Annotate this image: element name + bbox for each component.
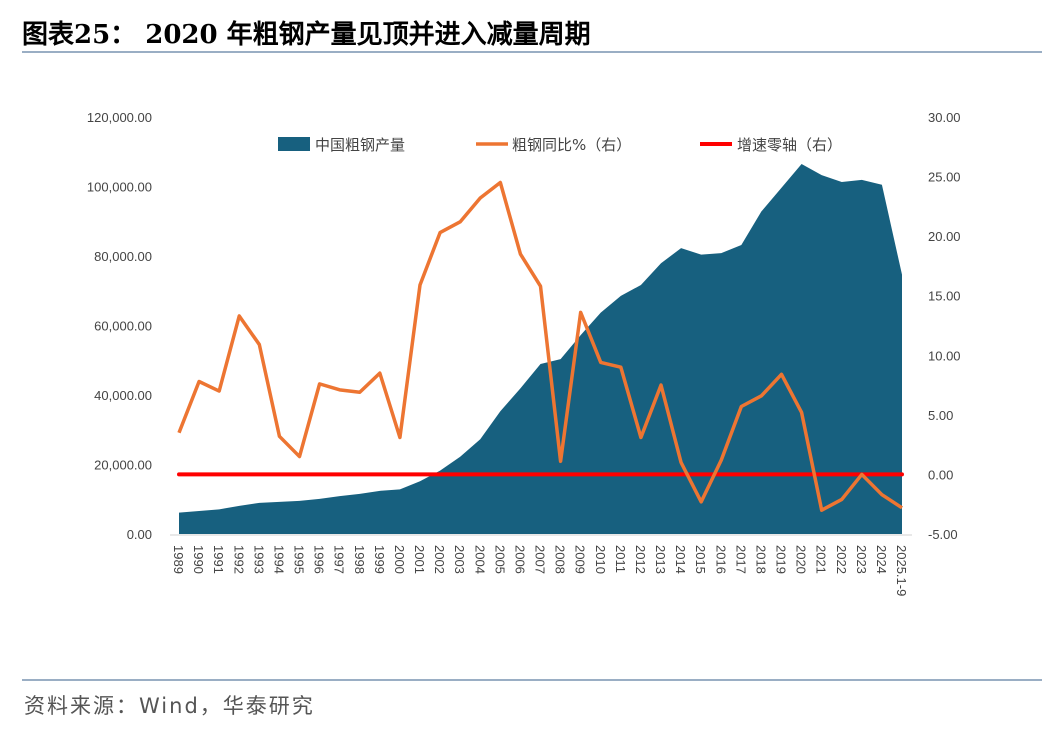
title-divider [22, 51, 1042, 53]
x-tick-label: 1997 [332, 545, 347, 574]
production-area [179, 163, 902, 534]
legend-label: 中国粗钢产量 [315, 136, 405, 154]
footer-divider [22, 679, 1042, 681]
left-tick-label: 20,000.00 [94, 458, 152, 473]
x-tick-label: 1991 [211, 545, 226, 574]
right-tick-label: 20.00 [928, 229, 961, 244]
x-tick-label: 2011 [613, 545, 628, 573]
x-tick-label: 2009 [573, 545, 588, 574]
x-tick-label: 2007 [533, 545, 548, 574]
x-tick-label: 1995 [292, 545, 307, 574]
left-tick-label: 0.00 [127, 527, 152, 542]
x-tick-label: 1994 [271, 545, 286, 574]
x-tick-label: 2024 [874, 545, 889, 574]
legend-label: 增速零轴（右） [737, 136, 842, 154]
x-tick-label: 2006 [512, 545, 527, 574]
left-tick-label: 40,000.00 [94, 388, 152, 403]
x-tick-label: 2022 [834, 545, 849, 574]
x-tick-label: 1996 [312, 545, 327, 574]
x-tick-label: 2013 [653, 545, 668, 574]
left-tick-label: 80,000.00 [94, 249, 152, 264]
x-tick-label: 2004 [472, 545, 487, 574]
x-tick-label: 2023 [854, 545, 869, 574]
x-tick-label: 2020 [794, 545, 809, 574]
x-tick-label: 1992 [231, 545, 246, 574]
right-tick-label: 10.00 [928, 348, 961, 363]
x-tick-label: 2025.1-9 [894, 545, 909, 596]
right-tick-label: 5.00 [928, 408, 953, 423]
x-tick-label: 2010 [593, 545, 608, 574]
x-tick-label: 2008 [553, 545, 568, 574]
x-tick-label: 2002 [432, 545, 447, 574]
x-tick-label: 1998 [352, 545, 367, 574]
right-tick-label: 30.00 [928, 110, 961, 125]
x-tick-label: 2016 [713, 545, 728, 574]
x-tick-label: 2000 [392, 545, 407, 574]
x-tick-label: 2012 [633, 545, 648, 574]
x-tick-label: 2017 [733, 545, 748, 574]
source-note: 资料来源：Wind，华泰研究 [24, 694, 315, 718]
x-tick-label: 2021 [814, 545, 829, 574]
x-tick-label: 2001 [412, 545, 427, 574]
x-tick-label: 1999 [372, 545, 387, 574]
right-tick-label: 0.00 [928, 467, 953, 482]
x-tick-label: 2003 [452, 545, 467, 574]
right-tick-label: 15.00 [928, 289, 961, 304]
left-tick-label: 100,000.00 [87, 180, 152, 195]
x-tick-label: 1989 [171, 545, 186, 574]
left-tick-label: 120,000.00 [87, 110, 152, 125]
x-tick-label: 2014 [673, 545, 688, 574]
legend-label: 粗钢同比%（右） [512, 136, 631, 154]
x-tick-label: 1993 [251, 545, 266, 574]
right-tick-label: 25.00 [928, 170, 961, 185]
figure-title: 图表25： 2020 年粗钢产量见顶并进入减量周期 [22, 20, 591, 50]
left-tick-label: 60,000.00 [94, 319, 152, 334]
x-tick-label: 2018 [753, 545, 768, 574]
x-tick-label: 2019 [774, 545, 789, 574]
right-tick-label: -5.00 [928, 527, 958, 542]
x-tick-label: 2015 [693, 545, 708, 574]
x-tick-label: 1990 [191, 545, 206, 574]
legend-swatch-area [278, 137, 310, 151]
x-tick-label: 2005 [492, 545, 507, 574]
